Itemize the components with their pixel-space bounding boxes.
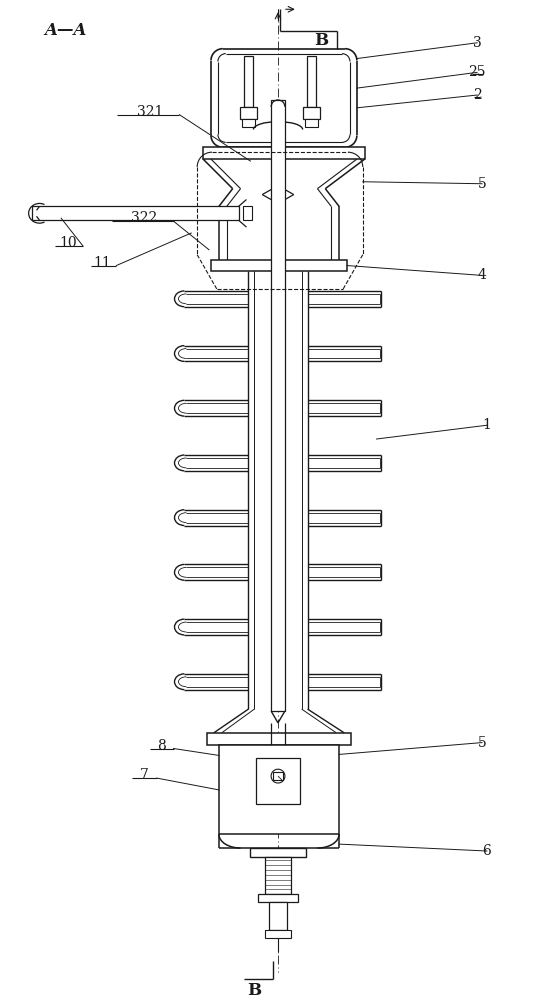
Bar [271,100,285,711]
Text: 3: 3 [473,36,481,50]
Text: 25: 25 [468,65,486,79]
Text: 2: 2 [473,88,481,102]
Bar [256,758,300,804]
Text: 1: 1 [482,418,491,432]
Text: B: B [247,982,261,999]
Text: 321: 321 [136,105,163,119]
Bar [251,848,306,857]
Text: 11: 11 [94,256,111,270]
Bar [258,894,298,902]
Text: B: B [314,32,329,49]
Bar [207,733,351,745]
Text: 8: 8 [157,739,166,753]
Bar [203,147,365,159]
Bar [242,119,255,127]
Text: 4: 4 [477,268,486,282]
Bar [32,206,238,220]
Bar [240,107,257,119]
Text: 322: 322 [131,211,157,225]
Bar [219,745,339,834]
Bar [302,107,320,119]
Text: 5: 5 [478,177,486,191]
Bar [265,930,291,938]
Bar [305,119,319,127]
Bar [211,260,347,271]
Text: 10: 10 [59,236,77,250]
Text: 6: 6 [482,844,491,858]
Bar [265,857,291,894]
Text: 7: 7 [139,768,148,782]
Bar [306,56,316,107]
Bar [242,206,252,220]
Text: A—A: A—A [44,22,86,39]
Bar [243,56,253,107]
Bar [269,902,287,930]
Bar [273,772,283,780]
Text: 5: 5 [478,736,486,750]
